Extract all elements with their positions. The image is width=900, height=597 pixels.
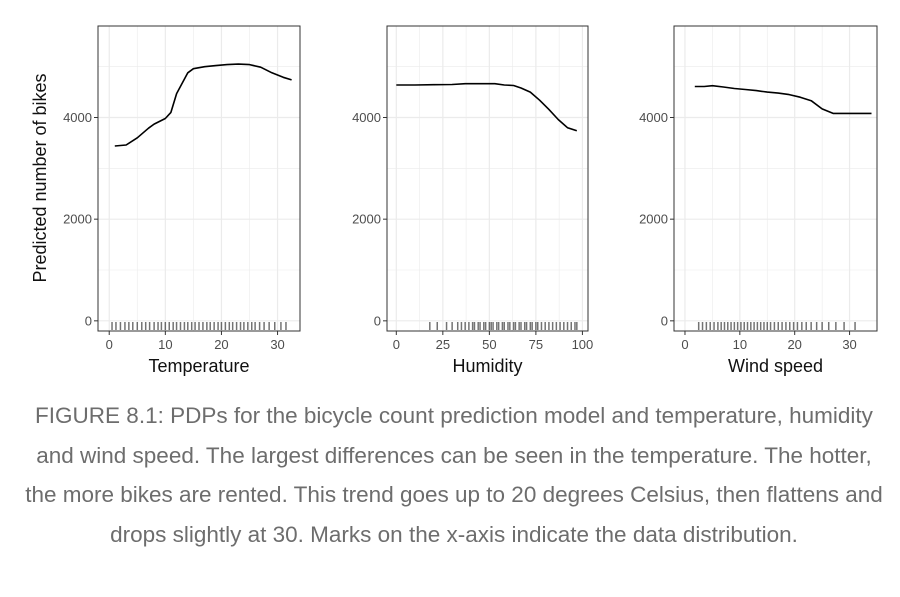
y-tick-label: 0 [85,313,92,328]
panel-border [386,25,589,332]
y-tick-label: 2000 [63,212,92,227]
pdp-figure: Predicted number of bikes 0 10 20 300200040… [30,25,878,376]
y-tick-label: 4000 [352,110,381,125]
x-tick-label: 100 [572,337,594,352]
y-tick-label: 4000 [639,110,668,125]
x-axis-title: Wind speed [728,356,823,376]
panel-2: 0 25 50 75 100 0 2000 4000 Humidity [352,25,594,376]
y-tick-label: 0 [374,313,381,328]
y-tick-label: 2000 [639,212,668,227]
x-tick-label: 25 [436,337,450,352]
x-tick-label: 0 [106,337,113,352]
x-tick-label: 10 [158,337,172,352]
x-tick-label: 10 [733,337,747,352]
x-axis-title: Humidity [452,356,522,376]
x-tick-label: 30 [842,337,856,352]
y-tick-label: 0 [661,313,668,328]
x-tick-label: 0 [681,337,688,352]
figure-caption: FIGURE 8.1: PDPs for the bicycle count p… [25,403,883,547]
x-tick-label: 75 [529,337,543,352]
x-tick-label: 0 [393,337,400,352]
x-axis-title: Temperature [148,356,249,376]
y-tick-label: 4000 [63,110,92,125]
panel-1: 0 10 20 30 0 2000 4000 Temperature [63,25,301,376]
pdp-line-1 [396,82,578,132]
y-tick-label: 2000 [352,212,381,227]
panel-border [97,25,301,332]
x-tick-label: 20 [214,337,228,352]
x-tick-label: 20 [787,337,801,352]
panel-3: 0 10 20 30 0 2000 4000 Wind speed [639,25,878,376]
y-axis-title: Predicted number of bikes [30,73,50,282]
x-tick-label: 50 [482,337,496,352]
pdp-line-1 [694,84,872,115]
x-tick-label: 30 [270,337,284,352]
panel-border [673,25,878,332]
pdp-line-1 [114,63,292,147]
